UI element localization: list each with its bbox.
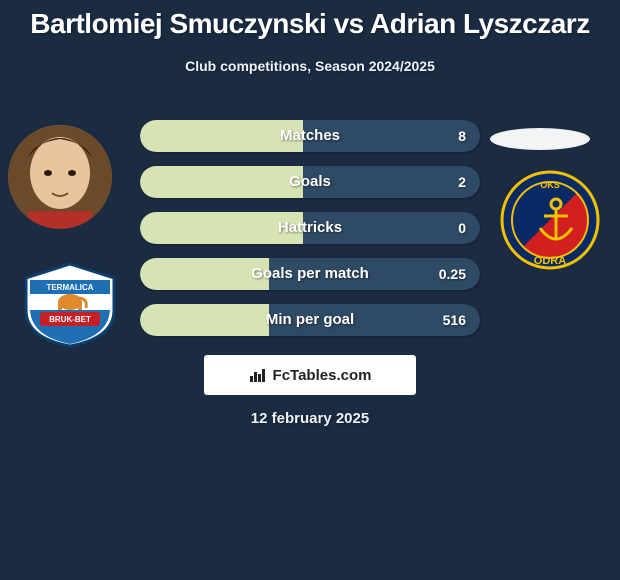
player-left-avatar <box>8 125 112 229</box>
stat-value: 0.25 <box>439 258 466 290</box>
stat-label: Hattricks <box>140 212 480 244</box>
stat-label: Min per goal <box>140 304 480 336</box>
stat-label: Goals <box>140 166 480 198</box>
date-line: 12 february 2025 <box>0 410 620 427</box>
stat-row: Goals per match 0.25 <box>140 258 480 290</box>
stat-row: Matches 8 <box>140 120 480 152</box>
stat-value: 516 <box>443 304 466 336</box>
badge-left-text-bottom: BRUK-BET <box>49 315 91 324</box>
fctables-attribution[interactable]: FcTables.com <box>204 355 416 395</box>
stat-row: Hattricks 0 <box>140 212 480 244</box>
stat-label: Goals per match <box>140 258 480 290</box>
comparison-card: Bartlomiej Smuczynski vs Adrian Lyszczar… <box>0 0 620 580</box>
fctables-label: FcTables.com <box>273 367 372 384</box>
stats-list: Matches 8 Goals 2 Hattricks 0 Goals per … <box>140 120 480 350</box>
oks-odra-badge: OKS ODRA <box>500 170 600 270</box>
stat-row: Min per goal 516 <box>140 304 480 336</box>
stat-value: 2 <box>458 166 466 198</box>
page-title: Bartlomiej Smuczynski vs Adrian Lyszczar… <box>0 0 620 40</box>
stat-label: Matches <box>140 120 480 152</box>
subtitle: Club competitions, Season 2024/2025 <box>0 58 620 74</box>
stat-value: 0 <box>458 212 466 244</box>
badge-left-text-top: TERMALICA <box>46 283 93 292</box>
badge-right-text-top: OKS <box>540 180 560 190</box>
badge-right-text-main: ODRA <box>534 255 566 267</box>
bar-chart-icon <box>249 368 267 382</box>
termalica-bruk-bet-badge: TERMALICA BRUK-BET <box>18 260 122 348</box>
stat-value: 8 <box>458 120 466 152</box>
player-right-avatar-placeholder <box>490 128 590 150</box>
stat-row: Goals 2 <box>140 166 480 198</box>
